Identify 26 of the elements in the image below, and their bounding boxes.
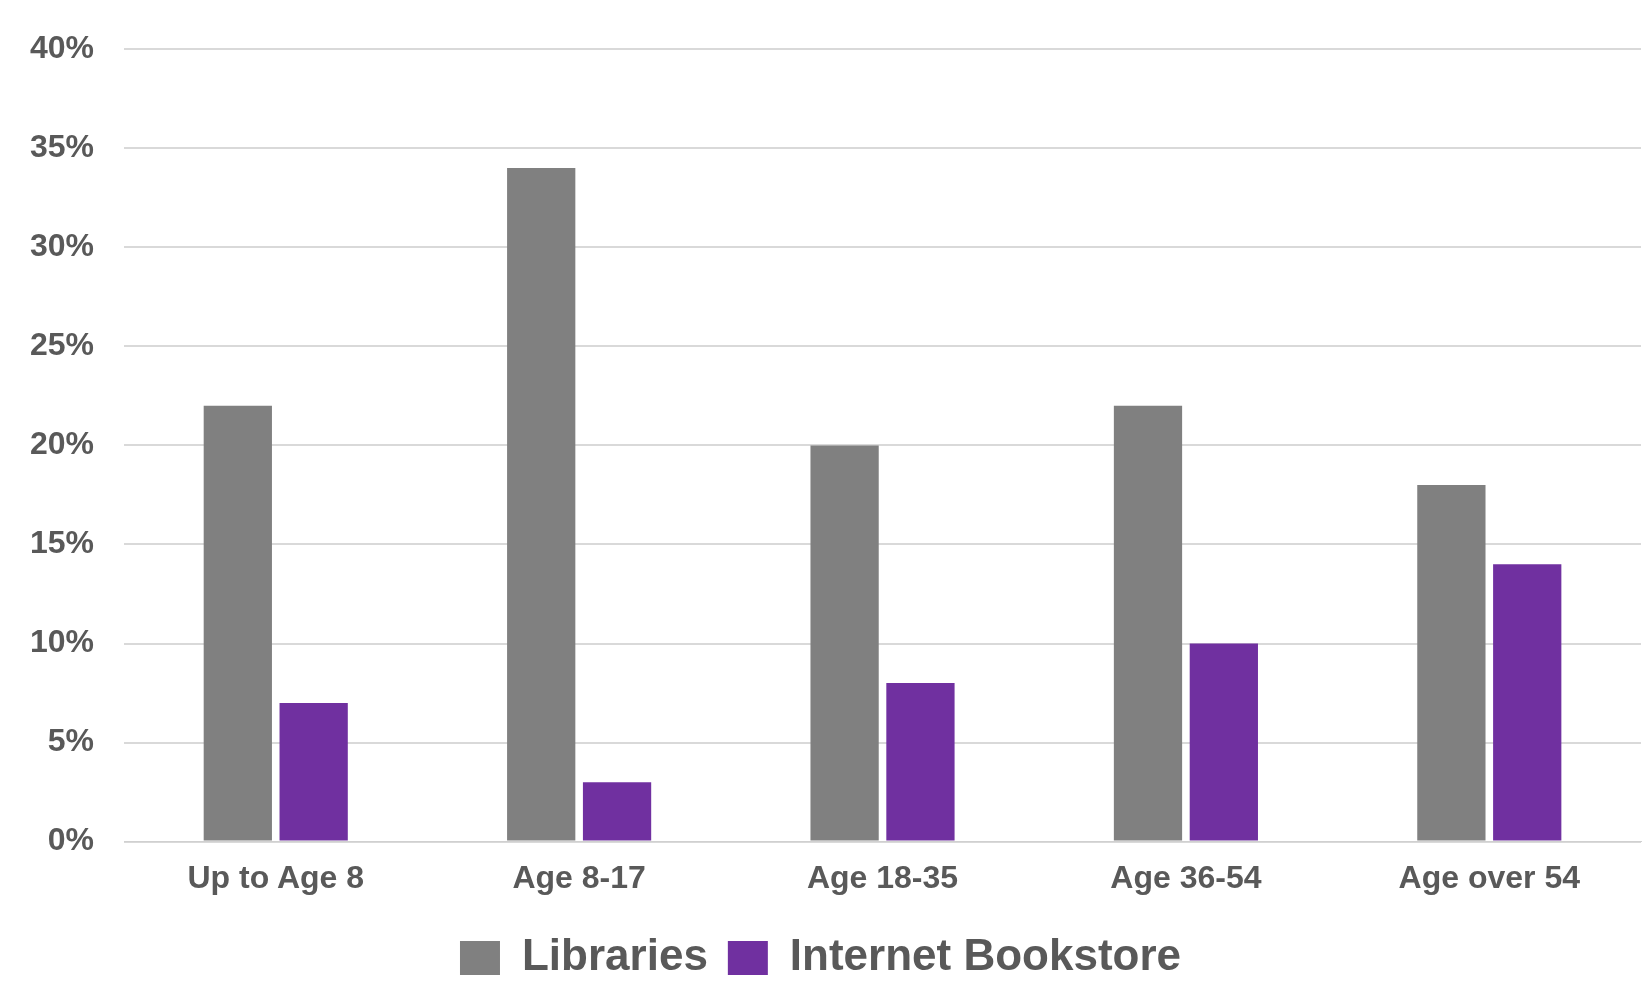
y-tick-label: 30% [30, 227, 95, 264]
bar [203, 405, 272, 841]
bar [1493, 564, 1562, 841]
y-tick-label: 15% [30, 524, 95, 561]
y-tick-label: 10% [30, 623, 95, 660]
y-tick-label: 20% [30, 425, 95, 462]
bar [810, 445, 879, 841]
bar [582, 782, 652, 841]
x-tick-label: Age over 54 [1398, 858, 1581, 895]
legend-label: Libraries [521, 930, 708, 980]
y-tick-label: 5% [47, 722, 95, 759]
x-tick-label: Up to Age 8 [187, 858, 365, 895]
y-tick-label: 25% [30, 326, 95, 363]
y-tick-label: 35% [30, 128, 95, 165]
bar [1189, 643, 1258, 841]
y-tick-label: 40% [30, 29, 95, 66]
bar [1417, 485, 1486, 841]
bar [279, 702, 348, 841]
legend-label: Internet Bookstore [789, 930, 1182, 980]
x-tick-label: Age 36-54 [1110, 858, 1262, 895]
bar [886, 683, 955, 841]
bar [507, 168, 576, 841]
x-tick-label: Age 18-35 [806, 858, 959, 895]
y-tick-label: 0% [47, 821, 95, 858]
bar [1113, 405, 1183, 841]
x-tick-label: Age 8-17 [512, 858, 646, 895]
